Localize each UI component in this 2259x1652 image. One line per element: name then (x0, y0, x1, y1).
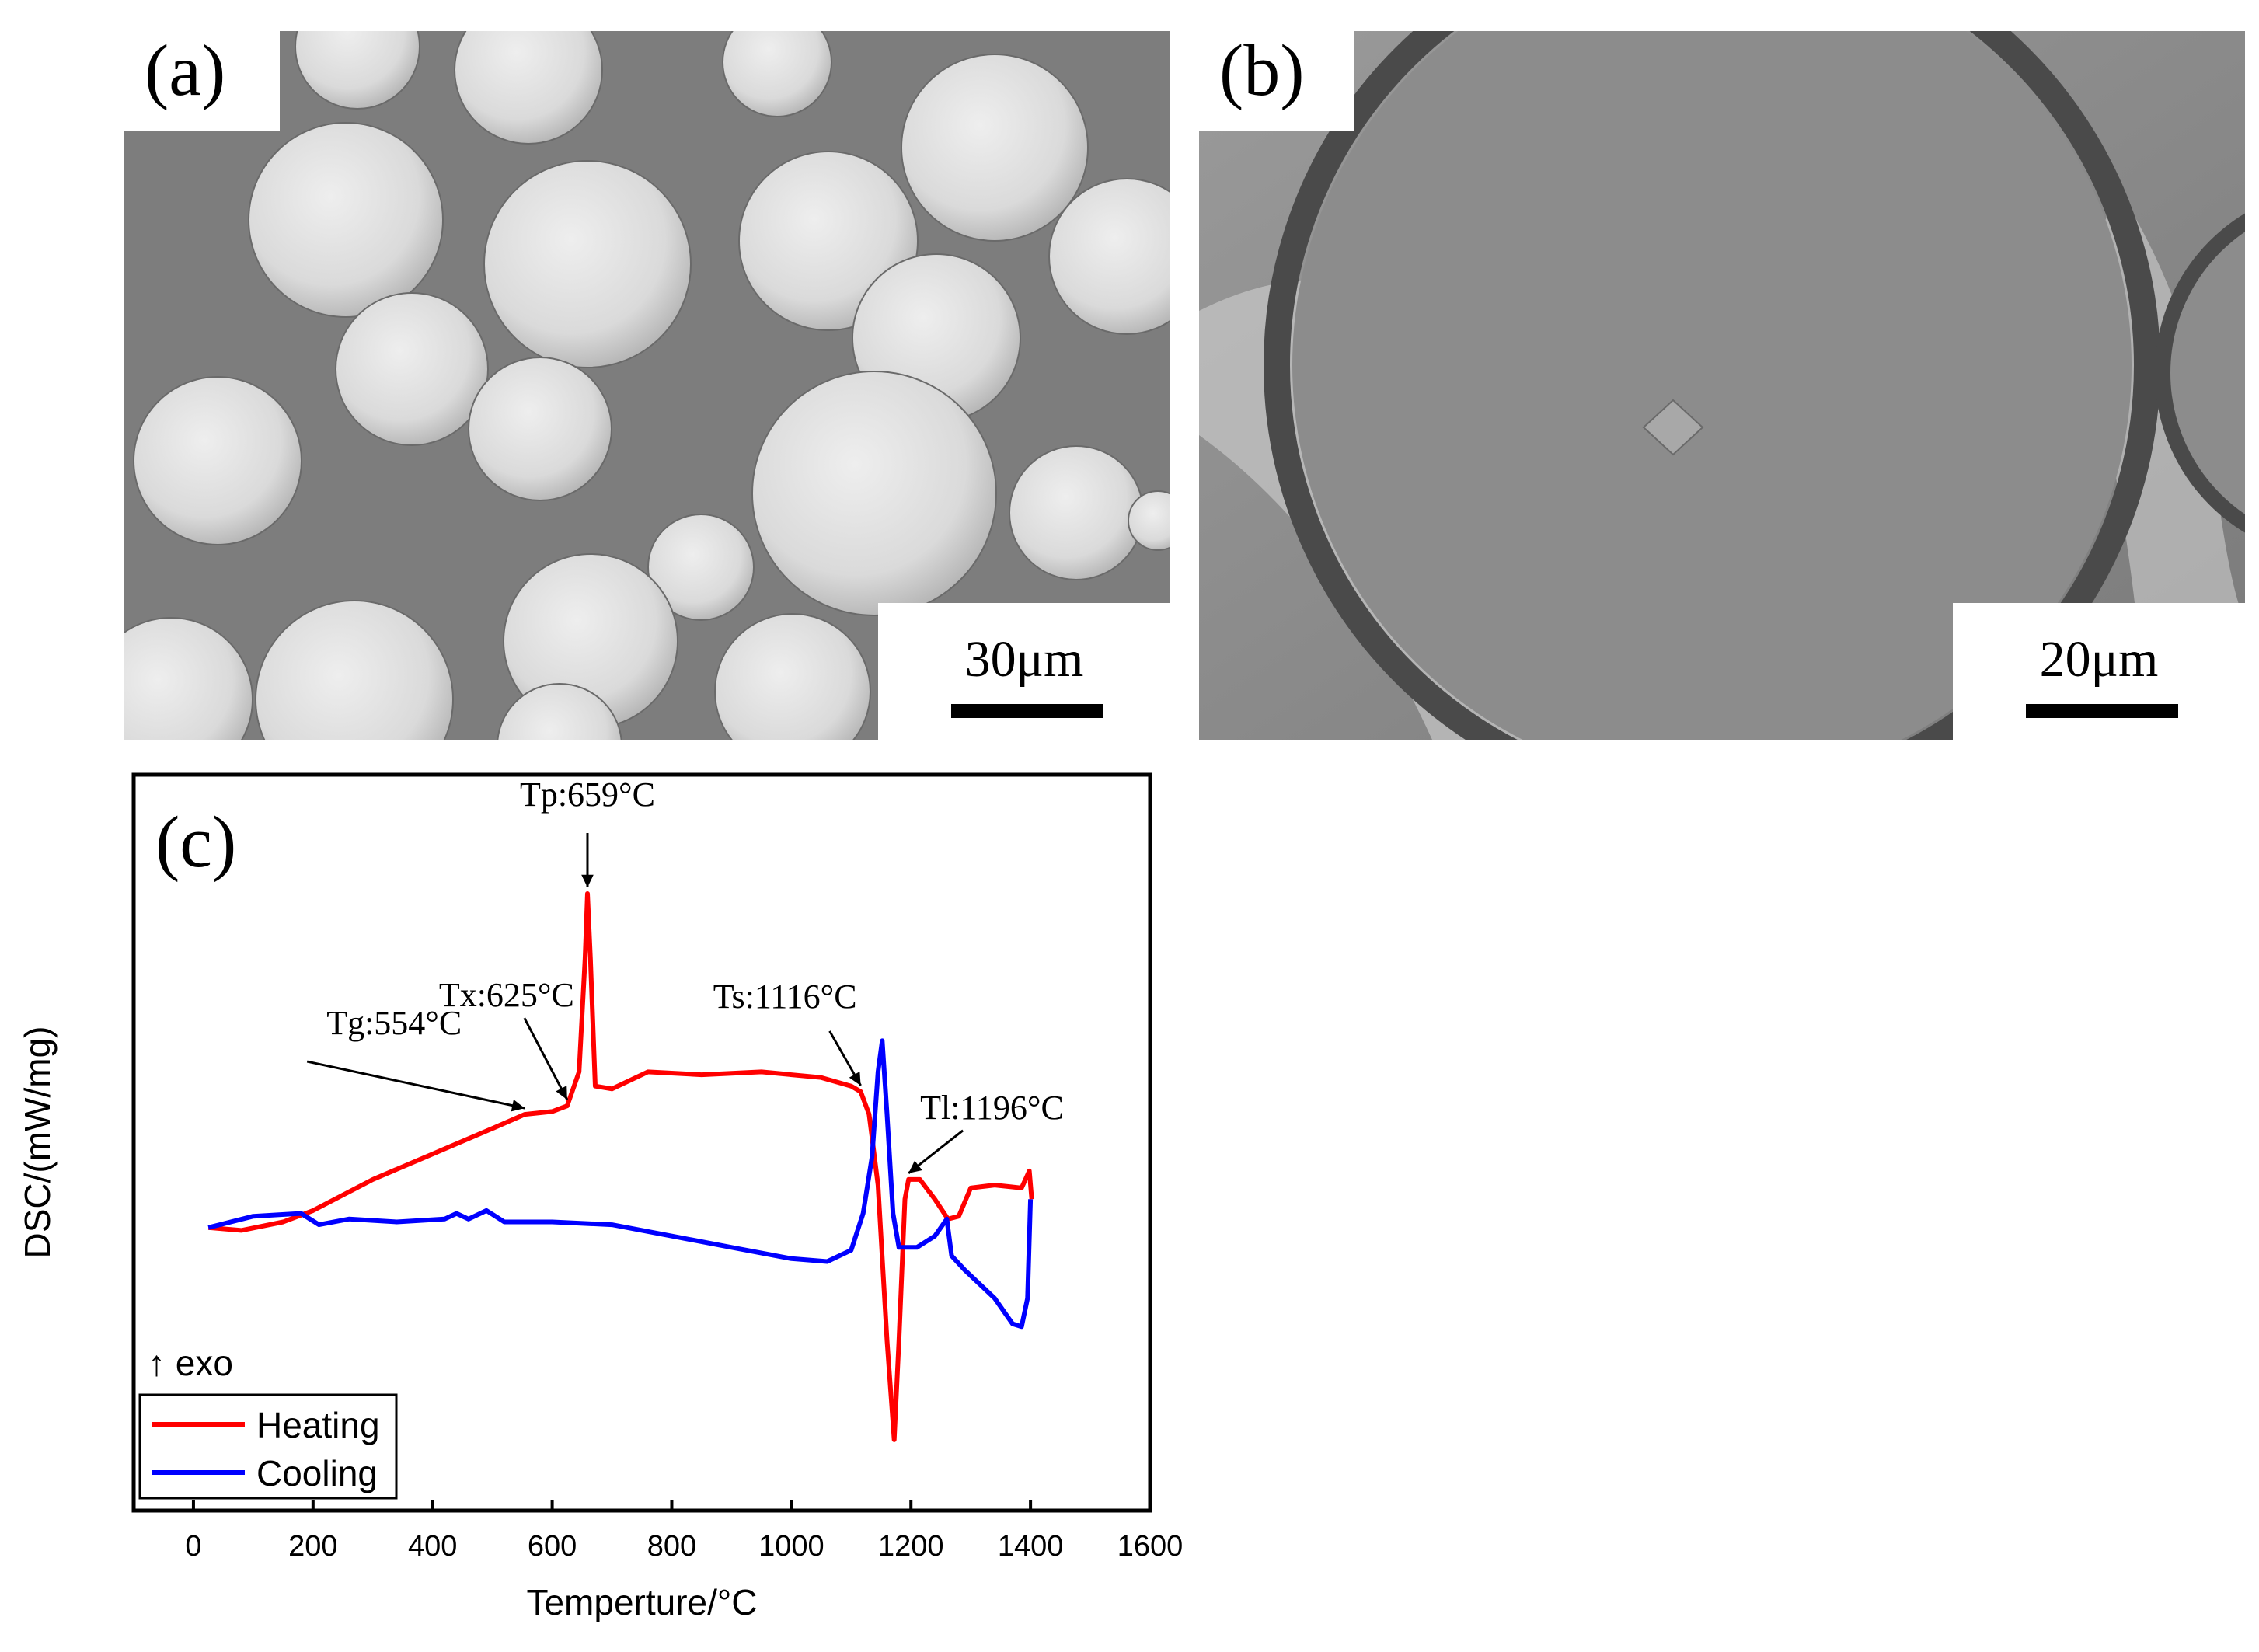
powder-particles-image (124, 31, 1170, 740)
annotation-label: Tl:1196°C (920, 1089, 1064, 1127)
panel-a-label: (a) (145, 31, 226, 111)
plot-frame (131, 772, 1152, 1513)
x-tick-label-800: 800 (647, 1530, 696, 1563)
panel-c-label: (c) (155, 802, 236, 883)
panel-a-label-box: (a) (124, 31, 280, 131)
panel-b-label: (b) (1219, 31, 1305, 111)
x-tick-label-0: 0 (185, 1530, 201, 1563)
annotation-arrowhead (908, 1160, 922, 1173)
sem-image-panel-a: (a) 30μm (124, 31, 1170, 740)
cross-section-image (1199, 31, 2245, 740)
x-axis-label: Temperture/°C (526, 1582, 757, 1622)
annotation-arrow (306, 1060, 525, 1110)
annotation-arrowhead (849, 1071, 861, 1086)
legend-box (138, 1393, 398, 1500)
panel-a-scale-label: 30μm (964, 631, 1084, 688)
annotation-arrow (523, 1017, 569, 1100)
x-tick-label-600: 600 (528, 1530, 577, 1563)
panel-b-scale-bar (2026, 704, 2178, 718)
sem-image-panel-b: (b) 20μm (1199, 31, 2245, 740)
annotation-arrowhead (511, 1100, 525, 1112)
annotation-label: Tg:554°C (326, 1004, 462, 1042)
annotation-label: Tp:659°C (520, 775, 655, 814)
panel-a-scale-box: 30μm (878, 603, 1170, 740)
panel-a-scale-bar (951, 704, 1103, 718)
annotation-arrowhead (581, 874, 594, 887)
panel-b-label-box: (b) (1199, 31, 1354, 131)
dsc-chart: 0 200 400 600 800 1000 1200 1400 1600 Tg:554°CTx… (17, 772, 1184, 1622)
legend-label-heating: Heating (256, 1405, 380, 1445)
annotation-label: Tx:625°C (439, 976, 574, 1014)
exo-marker: ↑ exo (148, 1343, 233, 1383)
panel-b-scale-label: 20μm (2039, 631, 2159, 688)
panel-b-scale-box: 20μm (1953, 603, 2245, 740)
annotation-label: Ts:1116°C (713, 978, 857, 1016)
x-tick-label-1000: 1000 (758, 1530, 824, 1563)
x-tick-label-1200: 1200 (878, 1530, 944, 1563)
annotation-arrowhead (556, 1086, 567, 1100)
legend: Heating Cooling (138, 1393, 398, 1500)
x-tick-label-1400: 1400 (998, 1530, 1064, 1563)
y-axis-label: DSC/(mW/mg) (17, 1026, 58, 1259)
series-line-cooling (207, 1038, 1034, 1330)
x-tick-label-400: 400 (408, 1530, 457, 1563)
series-line-heating (207, 891, 1034, 1442)
x-tick-label-200: 200 (288, 1530, 337, 1563)
x-tick-label-1600: 1600 (1117, 1530, 1184, 1563)
legend-label-cooling: Cooling (256, 1453, 378, 1493)
